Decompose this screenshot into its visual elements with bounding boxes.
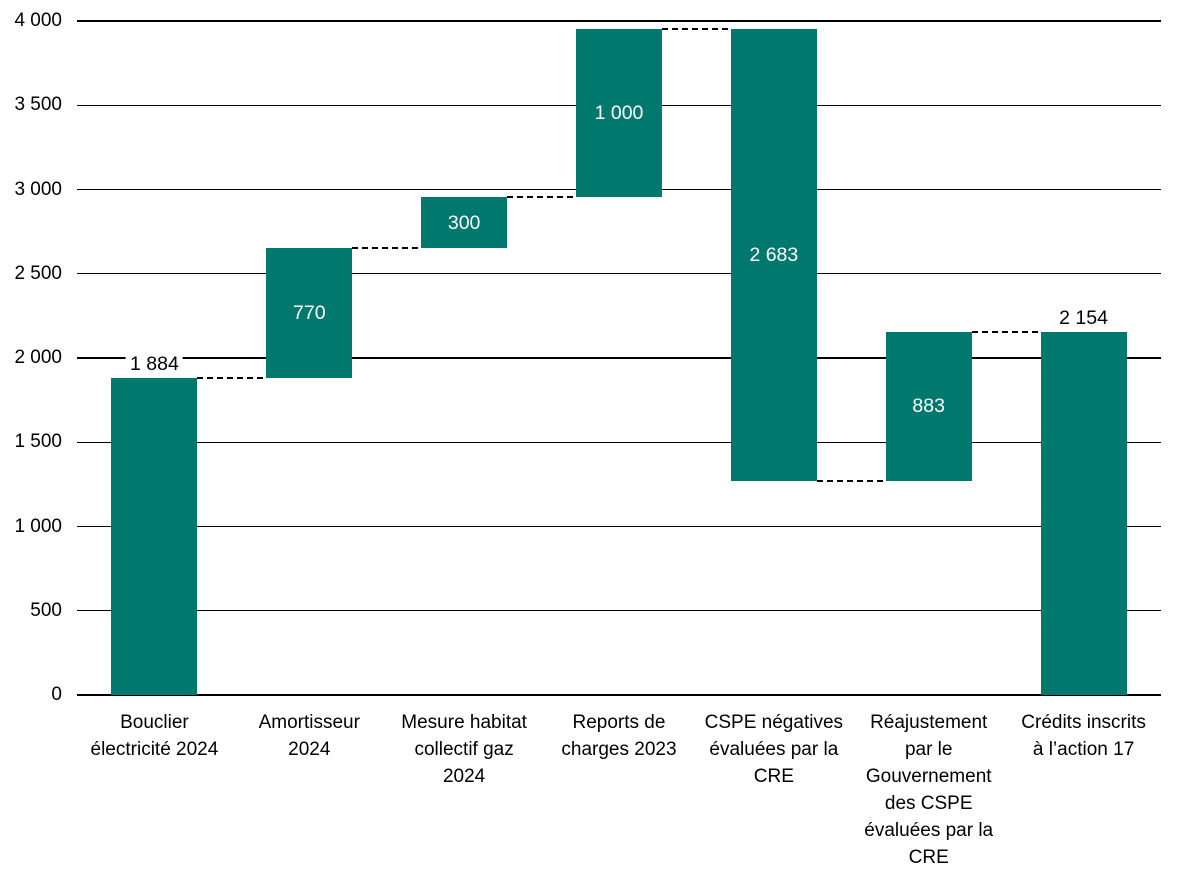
y-tick-label: 500 xyxy=(30,599,62,621)
connector-line xyxy=(352,246,422,249)
connector-line xyxy=(197,376,267,379)
bar-value-label: 1 000 xyxy=(594,102,644,124)
waterfall-bar xyxy=(576,28,662,198)
bar-value-label: 300 xyxy=(447,211,481,234)
gridline xyxy=(77,694,1161,696)
connector-line xyxy=(662,27,731,30)
connector-line xyxy=(971,331,1041,334)
waterfall-bar xyxy=(1040,332,1127,695)
category-label: Mesure habitat collectif gaz 2024 xyxy=(401,712,527,787)
category-label: CSPE négatives évaluées par la CRE xyxy=(704,712,844,787)
y-tick-label: 2 500 xyxy=(14,262,62,284)
bar-value-label: 2 154 xyxy=(1055,307,1112,330)
y-tick-label: 3 000 xyxy=(14,178,62,200)
waterfall-bar xyxy=(111,377,198,695)
waterfall-bar xyxy=(730,28,817,481)
bar-value-label: 1 884 xyxy=(126,352,183,375)
bar-value-label: 883 xyxy=(912,395,945,418)
gridline xyxy=(77,610,1161,612)
y-tick-label: 2 000 xyxy=(14,347,62,368)
gridline xyxy=(77,525,1161,528)
connector-line xyxy=(507,196,576,199)
y-tick-label: 1 000 xyxy=(14,515,62,537)
category-label: Reports de charges 2023 xyxy=(561,712,677,760)
category-label: Amortisseur 2024 xyxy=(258,712,360,760)
gridline xyxy=(77,441,1161,443)
bar-value-label: 770 xyxy=(293,301,326,324)
gridline xyxy=(77,273,1161,275)
bar-value-label: 2 683 xyxy=(749,243,799,266)
connector-line xyxy=(816,479,886,482)
y-tick-label: 1 500 xyxy=(14,431,62,453)
waterfall-bar xyxy=(421,197,508,248)
waterfall-bar xyxy=(266,247,353,378)
category-label: Crédits inscrits à l’action 17 xyxy=(1021,712,1146,760)
category-label: Réajustement par le Gouvernement des CSP… xyxy=(864,712,994,868)
y-tick-label: 3 500 xyxy=(14,94,62,116)
y-tick-label: 0 xyxy=(51,684,62,705)
y-tick-label: 4 000 xyxy=(14,10,62,31)
gridline xyxy=(77,357,1161,359)
waterfall-bar xyxy=(885,332,972,481)
gridline xyxy=(77,20,1161,22)
category-label: Bouclier électricité 2024 xyxy=(90,712,219,760)
